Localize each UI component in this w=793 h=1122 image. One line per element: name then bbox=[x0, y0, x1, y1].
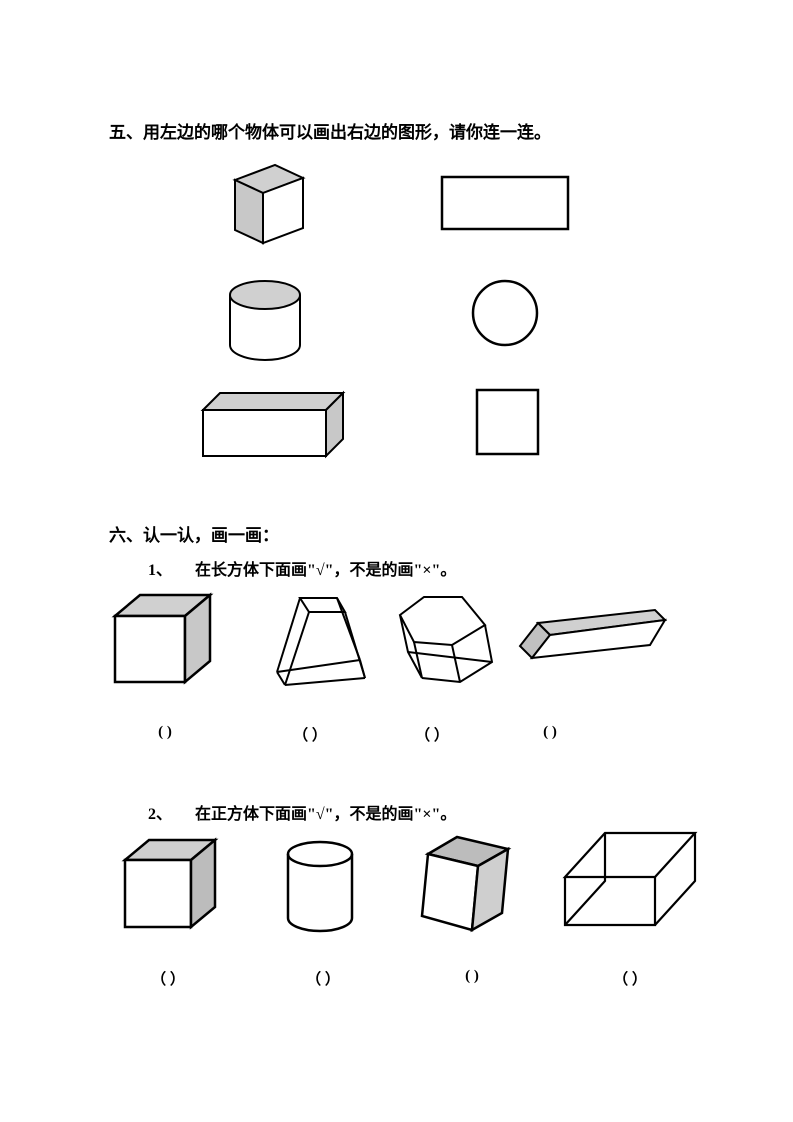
section6-title: 六、认一认，画一画： bbox=[109, 521, 279, 546]
q1-number: 1、 bbox=[148, 556, 172, 580]
q1-shape1-cube bbox=[105, 590, 220, 690]
shape-circle-2d bbox=[470, 278, 540, 348]
q2-text: 在正方体下面画"√"，不是的画"×"。 bbox=[195, 800, 456, 824]
q2-shape1-cube bbox=[115, 835, 225, 935]
q1-shape2-frustum bbox=[265, 590, 375, 690]
shape-cube-3d bbox=[215, 160, 315, 250]
q1-shape3-hexprism bbox=[390, 590, 500, 690]
q2-answer4[interactable]: （ ） bbox=[590, 968, 670, 989]
q1-answer2[interactable]: （ ） bbox=[270, 724, 350, 745]
q2-shape2-cylinder bbox=[280, 838, 360, 936]
q1-shape4-longbar bbox=[510, 605, 670, 670]
shape-square-2d bbox=[475, 388, 540, 456]
q2-shape4-parallelepiped bbox=[555, 825, 705, 935]
shape-cuboid-3d bbox=[195, 388, 350, 463]
shape-rectangle-2d bbox=[440, 175, 570, 235]
q1-answer1[interactable]: ( ) bbox=[125, 724, 205, 741]
q1-text: 在长方体下面画"√"，不是的画"×"。 bbox=[195, 556, 456, 580]
q1-answer4[interactable]: ( ) bbox=[510, 724, 590, 741]
q2-shape3-cube2 bbox=[410, 832, 520, 937]
section5-title: 五、用左边的哪个物体可以画出右边的图形，请你连一连。 bbox=[109, 118, 551, 143]
q1-answer3[interactable]: （ ） bbox=[392, 724, 472, 745]
q2-answer3[interactable]: ( ) bbox=[432, 968, 512, 985]
q2-answer2[interactable]: （ ） bbox=[283, 968, 363, 989]
q2-answer1[interactable]: （ ） bbox=[128, 968, 208, 989]
shape-cylinder-3d bbox=[220, 277, 310, 367]
q2-number: 2、 bbox=[148, 800, 172, 824]
